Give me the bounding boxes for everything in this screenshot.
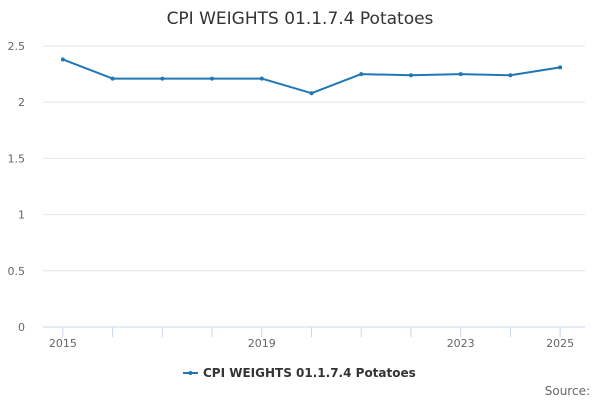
- y-tick-label: 2: [18, 96, 25, 109]
- y-tick-label: 0.5: [8, 265, 26, 278]
- y-tick-label: 1.5: [8, 152, 26, 165]
- y-tick-label: 1: [18, 209, 25, 222]
- x-tick-label: 2023: [447, 337, 475, 350]
- legend-label[interactable]: CPI WEIGHTS 01.1.7.4 Potatoes: [203, 366, 416, 380]
- data-point[interactable]: [508, 73, 513, 78]
- y-axis-ticks: 0 0.5 1 1.5 2 2.5: [8, 40, 26, 334]
- x-tick-label: 2019: [248, 337, 276, 350]
- data-point[interactable]: [309, 91, 314, 96]
- data-point[interactable]: [259, 76, 264, 81]
- data-point[interactable]: [458, 72, 463, 77]
- x-tick-label: 2025: [546, 337, 574, 350]
- series-line: [62, 58, 561, 95]
- chart-title: CPI WEIGHTS 01.1.7.4 Potatoes: [167, 9, 434, 29]
- data-point[interactable]: [359, 72, 364, 77]
- data-point[interactable]: [408, 73, 413, 78]
- x-axis: 2015 2019 2023 2025: [43, 326, 585, 350]
- y-gridlines: [43, 45, 585, 272]
- data-point[interactable]: [160, 76, 165, 81]
- data-point[interactable]: [558, 65, 563, 70]
- x-tick-label: 2015: [49, 337, 77, 350]
- y-tick-label: 2.5: [8, 40, 26, 53]
- source-label: Source:: [545, 384, 590, 398]
- legend-marker: [188, 371, 193, 375]
- data-point[interactable]: [210, 76, 215, 81]
- legend[interactable]: CPI WEIGHTS 01.1.7.4 Potatoes: [183, 366, 416, 380]
- y-tick-label: 0: [18, 321, 25, 334]
- data-point[interactable]: [60, 57, 65, 62]
- data-point[interactable]: [110, 76, 115, 81]
- series-layer: [60, 57, 563, 96]
